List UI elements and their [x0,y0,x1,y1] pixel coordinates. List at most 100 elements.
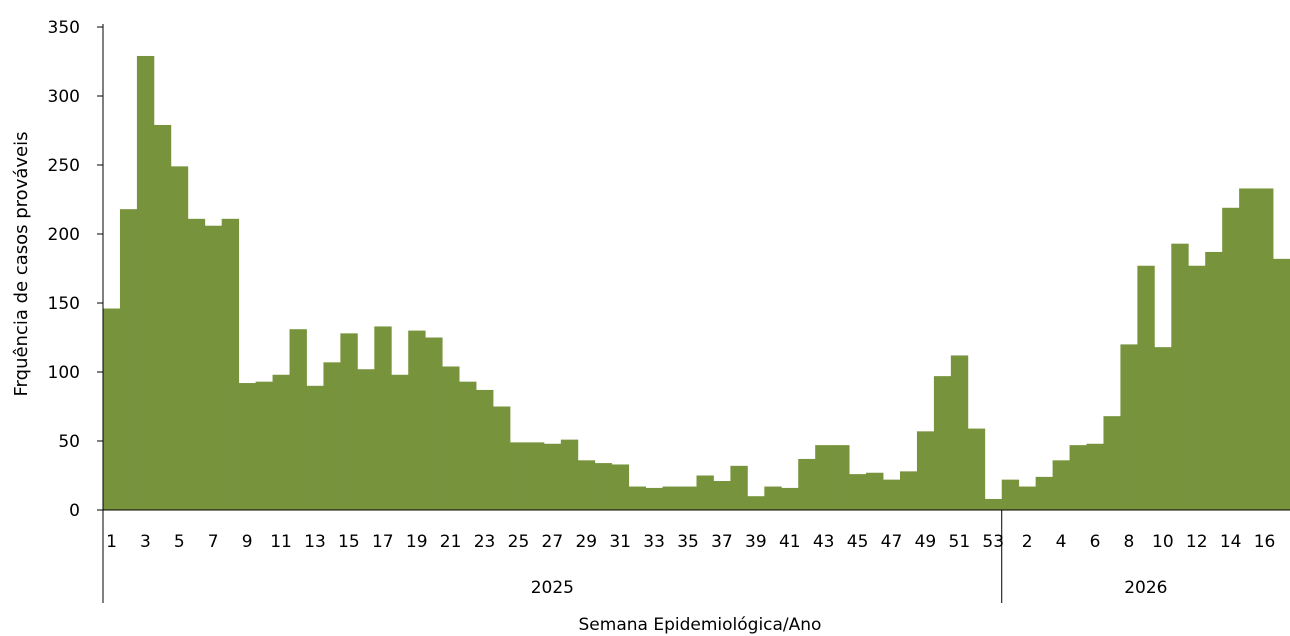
y-tick-label: 350 [48,18,80,38]
x-tick-label: 7 [208,532,219,552]
bar-2026-week-11 [1171,243,1189,510]
bars-layer [103,55,1290,510]
y-tick-label: 250 [48,156,80,176]
year-label-2026: 2026 [1124,578,1167,598]
bar-2025-week-14 [323,362,341,510]
bar-2025-week-40 [764,486,782,510]
bar-2025-week-4 [153,124,172,510]
bar-2025-week-16 [357,369,375,510]
x-tick-label: 49 [915,532,937,552]
x-tick-label: 45 [847,532,869,552]
bar-2025-week-2 [119,209,138,510]
bar-2025-week-23 [476,389,494,510]
x-tick-label: 1 [106,532,117,552]
x-tick-label: 23 [474,532,496,552]
x-axis-label: Semana Epidemiológica/Ano [579,615,822,635]
x-tick-label: 33 [643,532,665,552]
bar-2025-week-10 [255,381,273,510]
x-tick-label: 37 [711,532,733,552]
bar-2025-week-28 [560,439,579,510]
bar-2025-week-49 [916,431,935,510]
bar-2026-week-7 [1103,416,1121,510]
bar-2026-week-13 [1205,251,1223,510]
bar-2025-week-42 [798,458,816,510]
x-tick-label: 12 [1186,532,1208,552]
bar-2025-week-20 [425,337,443,510]
x-tick-label: 5 [174,532,185,552]
bar-2025-week-46 [866,472,884,510]
bar-2025-week-30 [594,463,613,510]
bar-2025-week-27 [543,443,562,510]
bar-2025-week-47 [883,479,901,510]
bar-2025-week-39 [747,496,765,510]
x-tick-label: 43 [813,532,835,552]
x-tick-label: 11 [270,532,292,552]
bar-2026-week-9 [1137,265,1155,510]
bar-2025-week-53 [984,498,1003,510]
bar-2025-week-18 [391,374,409,510]
bar-2025-week-29 [577,460,596,510]
x-tick-label: 14 [1220,532,1242,552]
bar-2025-week-44 [832,445,850,510]
x-tick-label: 53 [982,532,1004,552]
x-tick-label: 4 [1056,532,1067,552]
y-tick-label: 100 [48,363,80,383]
bar-2025-week-32 [628,486,647,510]
x-tick-label: 41 [779,532,801,552]
x-tick-label: 27 [542,532,564,552]
bar-2026-week-10 [1154,347,1172,510]
bar-2025-week-36 [696,475,714,510]
x-tick-label: 21 [440,532,462,552]
bar-2025-week-8 [221,218,240,510]
bar-2025-week-35 [679,486,697,510]
y-tick-label: 300 [48,87,80,107]
bar-2025-week-38 [730,465,748,510]
x-tick-label: 16 [1254,532,1276,552]
bar-2026-week-16 [1256,188,1274,510]
bar-2025-week-48 [899,471,918,510]
bar-2025-week-11 [272,374,290,510]
x-tick-label: 10 [1152,532,1174,552]
bar-2025-week-7 [204,225,223,510]
x-tick-label: 17 [372,532,394,552]
bar-2025-week-19 [408,330,426,510]
x-tick-label: 15 [338,532,360,552]
x-tick-label: 39 [745,532,767,552]
x-tick-label: 8 [1123,532,1134,552]
x-tick-label: 25 [508,532,530,552]
bar-2025-week-5 [170,166,189,510]
bar-2025-week-15 [340,333,358,510]
bar-2026-week-12 [1188,265,1206,510]
x-tick-label: 3 [140,532,151,552]
bar-2026-week-5 [1069,445,1087,510]
y-tick-label: 200 [48,225,80,245]
year-label-2025: 2025 [531,578,574,598]
bar-2025-week-31 [611,464,630,510]
bar-2025-week-9 [238,383,257,510]
bar-2026-week-8 [1120,344,1138,510]
bar-2025-week-12 [289,329,307,510]
bar-2025-week-21 [442,366,460,510]
year-group-labels: 2025 2026 [531,578,1168,598]
bar-2025-week-3 [136,55,155,510]
bar-2026-week-4 [1052,460,1070,510]
y-tick-label: 150 [48,294,80,314]
bar-2025-week-22 [459,381,477,510]
x-tick-label: 2 [1022,532,1033,552]
bar-2025-week-17 [374,326,392,510]
bar-2025-week-6 [187,218,206,510]
bar-2026-week-3 [1035,476,1053,510]
bar-2025-week-41 [781,487,799,510]
x-tick-label: 6 [1090,532,1101,552]
bar-2025-week-43 [815,445,833,510]
bar-2025-week-26 [526,442,545,510]
x-tick-label: 13 [304,532,326,552]
x-tick-label: 35 [677,532,699,552]
bar-2026-week-15 [1239,188,1257,510]
y-tick-labels: 0 50 100 150 200 250 300 350 [48,18,80,521]
y-tick-label: 0 [69,501,80,521]
bar-2025-week-52 [967,428,986,510]
bar-2025-week-24 [493,406,511,510]
bar-2026-week-14 [1222,207,1240,510]
